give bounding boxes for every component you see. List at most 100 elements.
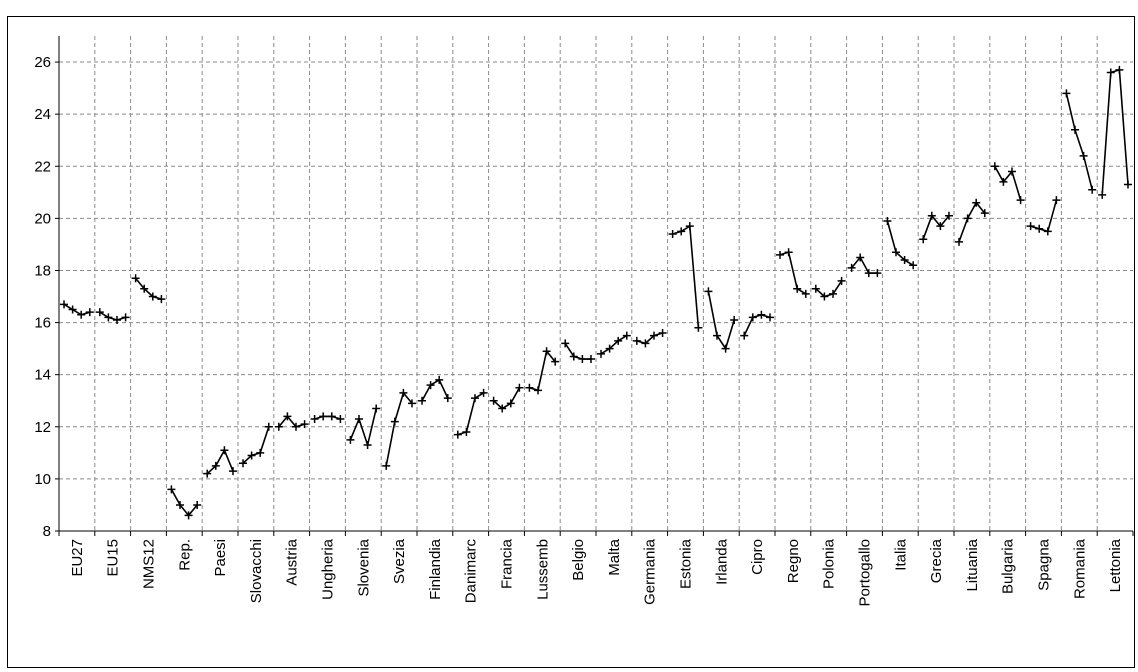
series-line bbox=[529, 349, 556, 392]
series-line bbox=[564, 342, 591, 360]
data-point-marker bbox=[765, 313, 774, 322]
data-point-marker bbox=[972, 198, 981, 207]
data-point-marker bbox=[883, 216, 892, 225]
data-point-marker bbox=[1079, 151, 1088, 160]
series-line bbox=[385, 391, 413, 467]
x-tick-label: Polonia bbox=[821, 538, 838, 589]
data-point-marker bbox=[936, 222, 945, 231]
data-point-marker bbox=[274, 422, 283, 431]
data-point-marker bbox=[453, 430, 462, 439]
x-tick-label: Italia bbox=[892, 538, 909, 570]
data-point-marker bbox=[1062, 89, 1071, 98]
data-point-marker bbox=[999, 177, 1008, 186]
data-point-marker bbox=[372, 404, 381, 413]
data-point-marker bbox=[418, 396, 427, 405]
x-tick-label: Romania bbox=[1071, 538, 1088, 599]
data-point-marker bbox=[927, 211, 936, 220]
data-point-marker bbox=[1123, 180, 1132, 189]
data-point-marker bbox=[382, 461, 391, 470]
data-point-marker bbox=[1115, 65, 1124, 74]
data-point-marker bbox=[909, 261, 918, 270]
data-point-marker bbox=[730, 315, 739, 324]
series-line bbox=[779, 251, 807, 295]
y-tick-label: 22 bbox=[34, 158, 51, 175]
data-point-marker bbox=[68, 305, 77, 314]
chart-frame bbox=[7, 16, 1135, 668]
data-point-marker bbox=[955, 237, 964, 246]
data-point-marker bbox=[614, 336, 623, 345]
data-point-marker bbox=[847, 263, 856, 272]
data-point-marker bbox=[1016, 196, 1025, 205]
x-tick-label: Cipro bbox=[749, 539, 766, 575]
data-point-marker bbox=[713, 331, 722, 340]
data-point-marker bbox=[479, 388, 488, 397]
x-tick-label: Malta bbox=[606, 538, 623, 575]
y-tick-label: 16 bbox=[34, 315, 51, 332]
data-point-marker bbox=[498, 404, 507, 413]
series-line bbox=[421, 378, 449, 402]
series-line bbox=[922, 214, 950, 240]
series-line bbox=[349, 408, 377, 448]
series-line bbox=[1030, 199, 1058, 233]
data-point-marker bbox=[658, 329, 667, 337]
data-point-marker bbox=[561, 339, 570, 348]
x-tick-label: Rep. bbox=[176, 539, 193, 571]
data-point-marker bbox=[220, 446, 229, 455]
series-line bbox=[994, 165, 1022, 201]
series-line bbox=[958, 201, 986, 243]
data-point-marker bbox=[346, 435, 355, 444]
data-point-marker bbox=[900, 256, 909, 265]
data-point-marker bbox=[291, 422, 300, 431]
series-line bbox=[170, 488, 198, 517]
x-tick-label: Spagna bbox=[1036, 538, 1053, 590]
data-point-marker bbox=[407, 399, 416, 408]
series-line bbox=[600, 334, 628, 355]
series-line bbox=[850, 255, 878, 274]
data-point-marker bbox=[211, 461, 220, 470]
data-point-marker bbox=[757, 310, 766, 319]
x-tick-label: Bulgaria bbox=[1000, 538, 1017, 594]
series-line bbox=[707, 291, 735, 351]
data-point-marker bbox=[60, 300, 69, 309]
x-tick-label: Grecia bbox=[928, 538, 945, 583]
series-line bbox=[1101, 68, 1129, 195]
x-tick-label: Portogallo bbox=[857, 539, 874, 607]
y-tick-label: 14 bbox=[34, 367, 51, 384]
series-line bbox=[1065, 93, 1093, 190]
x-tick-label: EU15 bbox=[105, 539, 122, 577]
data-point-marker bbox=[77, 310, 86, 319]
data-point-marker bbox=[525, 383, 534, 392]
data-point-marker bbox=[184, 511, 193, 520]
data-point-marker bbox=[515, 383, 524, 392]
data-point-marker bbox=[148, 292, 157, 301]
series-line bbox=[886, 220, 914, 266]
data-point-marker bbox=[1088, 185, 1097, 194]
data-point-marker bbox=[176, 500, 185, 509]
data-point-marker bbox=[811, 284, 820, 293]
data-point-marker bbox=[1106, 68, 1115, 77]
series-line bbox=[314, 415, 341, 420]
series-line bbox=[99, 311, 126, 321]
data-point-marker bbox=[283, 412, 292, 421]
data-point-marker bbox=[944, 211, 953, 220]
series-line bbox=[636, 332, 663, 345]
data-point-marker bbox=[247, 451, 256, 460]
data-point-marker bbox=[470, 394, 479, 403]
data-point-marker bbox=[256, 448, 265, 457]
x-tick-label: Slovenia bbox=[355, 538, 372, 596]
series-line bbox=[206, 448, 234, 475]
data-point-marker bbox=[157, 295, 166, 304]
data-point-marker bbox=[310, 414, 319, 423]
x-tick-label: Finlandia bbox=[427, 538, 444, 600]
data-point-marker bbox=[399, 388, 408, 397]
data-point-marker bbox=[668, 230, 677, 238]
data-point-marker bbox=[1008, 167, 1016, 176]
data-point-marker bbox=[721, 344, 730, 353]
y-tick-label: 8 bbox=[43, 523, 51, 540]
data-point-marker bbox=[1026, 222, 1035, 231]
y-tick-label: 24 bbox=[34, 106, 51, 123]
x-tick-label: Svezia bbox=[391, 538, 408, 584]
data-point-marker bbox=[390, 417, 399, 426]
data-point-marker bbox=[327, 412, 336, 421]
